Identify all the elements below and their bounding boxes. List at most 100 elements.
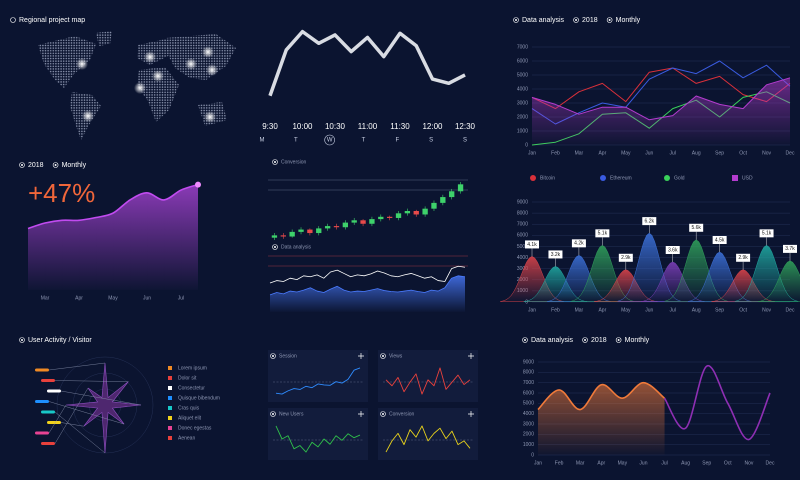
legend-swatch [168,436,172,440]
pointer [47,421,61,424]
label-box [783,244,797,253]
x-tick-label: 10:30 [325,122,346,131]
legend-swatch [168,406,172,410]
value-label: 4.1k [527,242,537,248]
pin [76,58,88,70]
line [27,183,199,230]
label-box [736,253,751,262]
candle-body [404,211,411,214]
icon [270,353,276,359]
icon-dot [515,19,517,21]
pointer [41,379,55,382]
x-tick-label: Dec [766,460,775,466]
x-tick-label: Aug [692,307,701,313]
legend-swatch [168,376,172,380]
mini-panel [378,408,478,460]
label-box [642,217,657,226]
candle-body [378,216,384,220]
x-tick-label: Nov [762,150,771,156]
candle-body [289,231,295,237]
x-tick-label: Nov [762,307,771,313]
y-tick-label: 9000 [517,199,528,205]
y-tick-label: 4000 [517,86,528,92]
x-tick-label: Dec [786,307,795,313]
pin [202,46,214,58]
line [531,67,791,110]
x-tick-label: Aug [692,150,701,156]
x-tick-label: Jul [661,460,667,466]
area-fill [538,382,665,455]
label-box [571,239,586,248]
candle-body [449,191,455,198]
value-label: 6.2k [645,218,655,224]
y-tick-label: 1000 [523,442,534,448]
icon-dot [274,161,276,163]
legend-label: Gold [674,175,685,181]
pointer-line [54,380,129,382]
line [268,29,466,97]
y-tick-label: 0 [525,142,528,148]
chart-title: Conversion [281,159,307,165]
icon [19,162,25,168]
icon [513,17,519,23]
pin [204,111,216,123]
icon [582,337,588,343]
pointer-line [48,404,67,434]
legend-swatch [732,175,738,181]
icon-dot [272,355,274,357]
pointer-line [60,390,142,406]
y-tick-label: 2000 [523,432,534,438]
legend-label: Dolor sit [178,375,197,381]
value-label: 2.9k [621,255,631,261]
y-tick-label: 9000 [523,359,534,365]
x-tick-label: May [108,295,118,301]
line [385,425,471,453]
label-box [712,236,727,244]
legend-swatch [168,366,172,370]
pointer-line [54,411,106,454]
plus-icon [468,353,474,359]
mini-panel [378,350,478,402]
line [275,367,361,395]
legend-label: Cras quis [178,405,200,411]
y-tick-label: 4000 [523,411,534,417]
x-tick-label: 12:30 [455,122,476,131]
pointer [41,410,55,414]
icon-dot [21,164,23,166]
year: 2018 [591,337,607,344]
value-label: 3.6k [668,247,678,253]
y-tick-label: 7000 [517,222,528,228]
end-dot [195,181,201,188]
legend-label: USD [742,175,753,181]
icon-dot [608,19,611,21]
day-label: S [429,138,433,144]
icon [380,353,386,359]
pointer [35,431,49,435]
legend-swatch [168,416,172,420]
icon [606,17,613,23]
candle-body [271,235,278,238]
y-tick-label: 2000 [517,114,528,120]
candle-body [457,184,464,192]
legend-swatch [168,386,172,390]
icon-dot [584,339,587,341]
chart-title: Views [389,353,403,359]
y-tick-label: 8000 [517,210,528,216]
value-label: 3.7k [785,246,795,252]
y-tick-label: 5000 [517,72,528,78]
chart-title: Data analysis [531,337,574,344]
icon [19,337,25,343]
map-title: Regional project map [19,17,85,24]
legend-swatch [664,175,670,181]
y-tick-label: 1000 [517,128,528,134]
day-label: F [395,138,399,144]
icon [380,411,386,417]
x-tick-label: Jan [528,150,536,156]
label-box [595,229,610,238]
x-tick-label: Jun [639,460,647,466]
candle-body [324,226,331,229]
legend-label: Donec egestas [178,425,212,431]
x-tick-label: May [621,307,631,313]
area-fill [28,184,198,290]
value-label: 5.1k [598,231,608,237]
